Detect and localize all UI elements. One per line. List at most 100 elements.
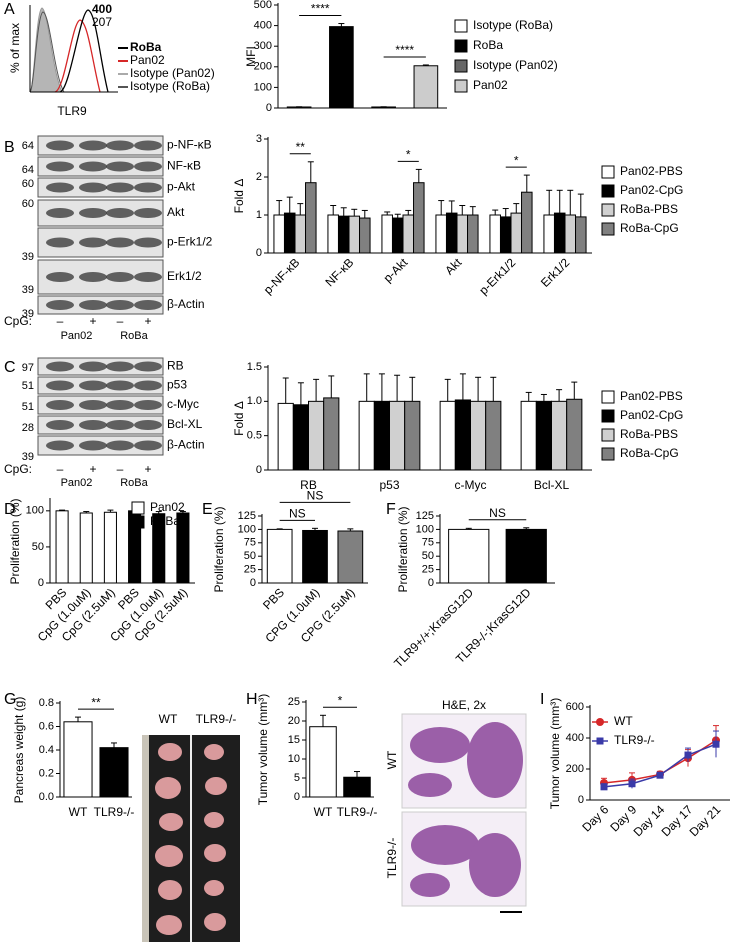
blot-band: [79, 380, 107, 391]
bar: [343, 776, 371, 798]
blot-band: [106, 182, 134, 193]
blot-band: [134, 400, 162, 410]
y-tick-label: 300: [254, 40, 272, 52]
point: [600, 783, 608, 791]
y-axis-label: Pancreas weight (g): [12, 697, 26, 804]
legend-label: Pan02: [150, 500, 185, 514]
treatment-sign: +: [144, 314, 151, 328]
y-tick-label: 25: [288, 696, 300, 708]
y-tick-label: 0: [266, 102, 272, 114]
blot-band: [134, 182, 162, 193]
bar: [521, 191, 533, 254]
mw-marker: 51: [22, 380, 34, 392]
mw-marker: 39: [22, 284, 34, 296]
protein-label: c-Myc: [167, 397, 199, 411]
protein-label: p-Akt: [167, 180, 196, 194]
bar: [323, 397, 340, 471]
bar: [564, 214, 577, 254]
roba-curve: [59, 9, 109, 93]
legend-label: Isotype (Pan02): [473, 58, 558, 72]
bar: [445, 212, 458, 254]
blot-band: [46, 182, 74, 193]
legend-label: RoBa: [473, 38, 503, 52]
bar: [566, 398, 583, 471]
treatment-sign: +: [89, 314, 96, 328]
legend-swatch: [601, 165, 615, 179]
y-tick-label: 25: [244, 564, 256, 576]
legend-swatch: [454, 59, 468, 73]
image-label: TLR9-/-: [385, 838, 399, 879]
bar: [448, 528, 490, 584]
legend-label: TLR9-/-: [614, 733, 655, 747]
panel-letter: E: [202, 501, 213, 518]
y-tick-label: 400: [254, 20, 272, 32]
y-tick-label: 100: [416, 523, 434, 535]
blot-band: [134, 208, 162, 218]
y-tick-label: 125: [238, 510, 256, 522]
group-label: RoBa: [120, 477, 148, 489]
bar: [381, 214, 393, 254]
blot-band: [106, 380, 134, 391]
pancreas-photo: [142, 735, 240, 942]
protein-label: Bcl-XL: [167, 417, 203, 431]
panel-letter: A: [4, 1, 15, 18]
bar: [499, 216, 512, 254]
blot-band: [106, 440, 134, 451]
y-tick-label: 0.5: [247, 430, 262, 442]
blot-band: [79, 300, 107, 310]
y-tick-label: 1.0: [247, 395, 262, 407]
blot-band: [46, 272, 74, 282]
significance-label: **: [296, 140, 306, 154]
bar: [435, 214, 447, 254]
bar: [329, 26, 354, 109]
y-axis-label: MFI: [244, 46, 258, 67]
x-tick-label: p-NF-κB: [261, 255, 302, 296]
y-axis-label: Proliferation (%): [396, 506, 410, 592]
mw-marker: 97: [22, 362, 34, 374]
bar: [402, 214, 415, 254]
bar: [277, 402, 294, 471]
legend-label: Pan02-PBS: [620, 164, 683, 178]
mw-marker: 64: [22, 140, 34, 152]
image-title: H&E, 2x: [442, 698, 486, 712]
blot-band: [46, 237, 74, 248]
legend-label: RoBa-CpG: [620, 221, 679, 235]
bar: [553, 212, 566, 254]
y-tick-label: 0.6: [39, 720, 54, 732]
blot-band: [106, 400, 134, 410]
group-label: Pan02: [61, 330, 93, 342]
y-tick-label: 500: [254, 0, 272, 11]
treatment-label: CpG:: [4, 314, 32, 328]
legend-label: Pan02-PBS: [620, 389, 683, 403]
significance-label: NS: [489, 506, 506, 520]
y-tick-label: 200: [566, 763, 584, 775]
isotype-roba-curve: [29, 11, 65, 93]
y-tick-label: 0.8: [39, 697, 54, 709]
legend-label: WT: [614, 714, 633, 728]
legend-label: Pan02-CpG: [620, 183, 683, 197]
significance-label: ****: [395, 43, 414, 57]
significance-label: ****: [311, 2, 330, 16]
legend-label: Pan02: [130, 53, 165, 67]
panel-letter: C: [4, 359, 16, 376]
panel-letter: B: [4, 139, 15, 156]
y-tick-label: 125: [416, 510, 434, 522]
protein-label: Erk1/2: [167, 269, 202, 283]
mw-marker: 60: [22, 178, 34, 190]
blot-band: [134, 140, 162, 151]
treatment-sign: –: [117, 314, 124, 328]
bar: [359, 217, 371, 254]
legend-swatch: [454, 39, 468, 53]
treatment-sign: –: [117, 462, 124, 476]
protein-label: NF-κB: [167, 159, 201, 173]
legend-label: RoBa-PBS: [620, 427, 678, 441]
blot-band: [46, 140, 74, 151]
bar: [308, 400, 325, 471]
legend-label: RoBa-CpG: [620, 446, 679, 460]
bar: [510, 212, 523, 254]
blot-band: [46, 420, 74, 430]
blot-band: [46, 361, 74, 372]
y-axis-label: % of max: [8, 23, 22, 73]
bar: [266, 528, 293, 584]
